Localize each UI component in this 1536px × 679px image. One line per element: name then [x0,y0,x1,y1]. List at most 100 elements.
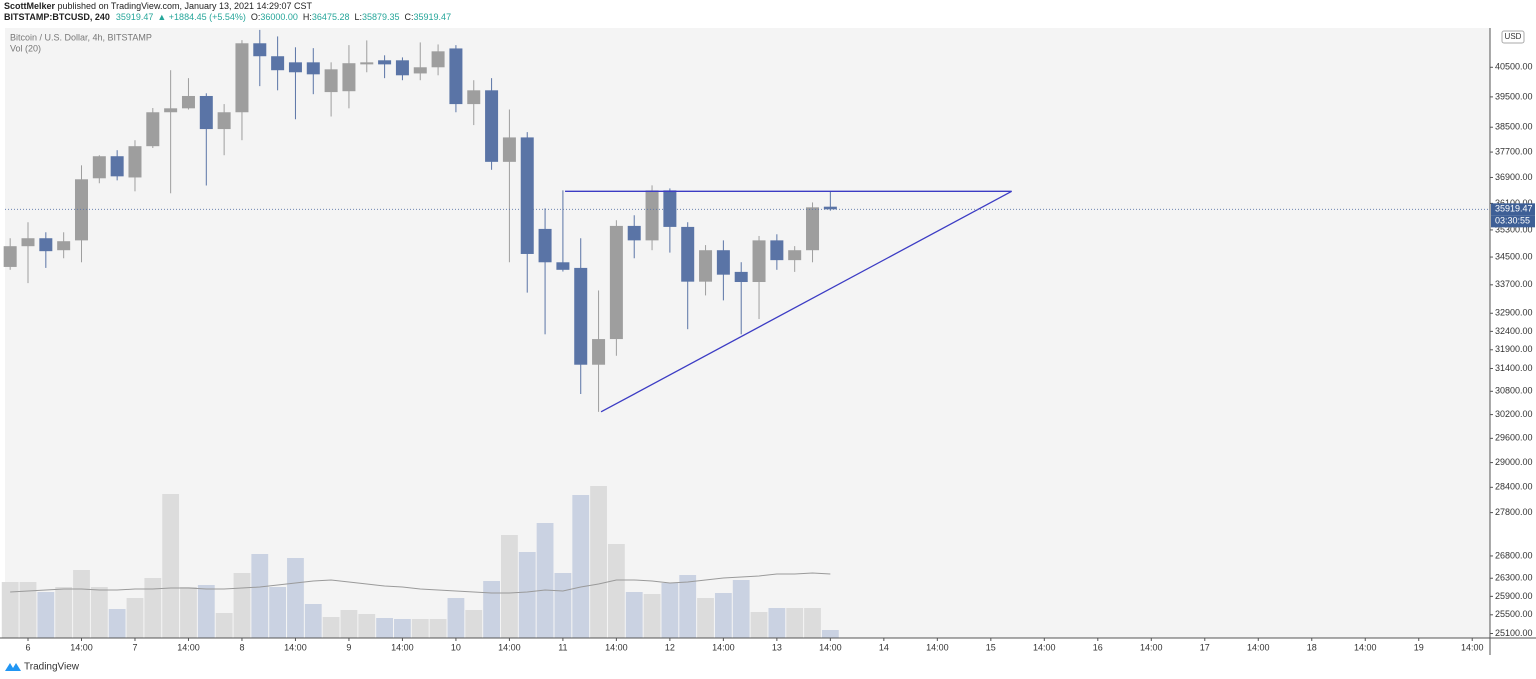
ohlc-label: C: [405,12,414,22]
x-tick-label: 14:00 [1033,642,1056,652]
volume-bar [679,575,697,638]
candle-body [413,67,427,74]
candle-body [574,267,588,365]
last-price: 35919.47 [116,12,154,22]
candle-body [699,250,713,282]
volume-bar [554,573,572,638]
y-tick-label: 32400.00 [1495,326,1533,336]
candle-body [556,262,570,270]
volume-bar [750,612,768,638]
volume-bar [287,558,304,638]
candle-body [467,90,481,105]
volume-bar [786,608,804,638]
x-tick-label: 8 [239,642,244,652]
candle-body [485,90,499,162]
volume-bar [447,598,465,638]
series-title: Bitcoin / U.S. Dollar, 4h, BITSTAMP [10,32,152,42]
candle-body [288,62,302,73]
countdown-label: 03:30:55 [1495,216,1530,226]
footer-text: TradingView [24,662,80,673]
candle-body [502,137,516,162]
y-tick-label: 26800.00 [1495,550,1533,560]
author: ScottMelker [4,1,56,11]
y-tick-label: 31900.00 [1495,344,1533,354]
x-tick-label: 18 [1307,642,1317,652]
x-tick-label: 14:00 [1461,642,1484,652]
x-tick-label: 14:00 [1247,642,1270,652]
x-tick-label: 14:00 [819,642,842,652]
y-tick-label: 36100.00 [1495,198,1533,208]
y-tick-label: 36900.00 [1495,172,1533,182]
trendline [600,190,1012,413]
volume-bar [518,552,536,638]
volume-bar [394,619,411,638]
candle-body [110,156,124,177]
volume-bar [197,585,215,638]
candle-body [39,238,53,252]
volume-bar [358,614,376,638]
y-tick-label: 26300.00 [1495,573,1533,583]
y-tick-label: 29600.00 [1495,433,1533,443]
volume-bar [429,619,447,638]
x-tick-label: 12 [665,642,675,652]
price-box [1491,203,1535,216]
candle-body [181,95,195,109]
candle-body [788,250,802,261]
x-tick-label: 14:00 [1140,642,1163,652]
volume-bar [768,608,786,638]
x-tick-label: 13 [772,642,782,652]
volume-bar [661,583,679,638]
candle-body [752,240,766,283]
ohlc-value: 35879.35 [362,12,400,22]
candle-body [449,48,463,105]
ohlc-label: O: [251,12,261,22]
candle-body [199,95,213,130]
volume-bar [126,598,144,638]
candle-body [271,56,285,71]
y-tick-label: 32900.00 [1495,308,1533,318]
candle-body [253,43,267,57]
volume-bar [37,592,55,638]
candle-body [217,112,231,130]
x-tick-label: 14:00 [177,642,200,652]
y-tick-label: 29000.00 [1495,457,1533,467]
candle-body [146,112,160,147]
currency-box [1501,30,1525,44]
y-tick-label: 30200.00 [1495,409,1533,419]
x-tick-label: 14:00 [712,642,735,652]
y-tick-label: 28400.00 [1495,482,1533,492]
x-tick-label: 14:00 [284,642,307,652]
header-quote: BITSTAMP:BTCUSD, 240 35919.47 ▲ +1884.45 (… [4,12,451,22]
candle-body [164,108,178,113]
x-tick-label: 14:00 [391,642,414,652]
x-tick-label: 6 [25,642,30,652]
x-tick-label: 10 [451,642,461,652]
candle-body [520,137,534,254]
volume-bar [607,544,625,638]
volume-bar [180,587,197,638]
candle-body [609,225,623,340]
x-tick-label: 14:00 [926,642,949,652]
y-tick-label: 35300.00 [1495,224,1533,234]
volume-bar [73,570,90,638]
volume-bar [19,582,37,638]
volume-bar [536,523,554,638]
symbol: BITSTAMP:BTCUSD, 240 [4,12,110,22]
volume-bar [233,573,251,638]
x-tick-label: 11 [558,642,567,652]
candle-body [306,62,320,75]
y-tick-label: 27800.00 [1495,507,1533,517]
candle-body [342,63,356,92]
candle-body [21,238,35,247]
volume-bar [732,580,750,638]
volume-bar [144,578,162,638]
y-tick-label: 25500.00 [1495,609,1533,619]
y-tick-label: 25100.00 [1495,628,1533,638]
candle-body [92,156,106,179]
volume-bar [572,495,590,638]
ohlc-value: 36475.28 [312,12,350,22]
volume-bar [162,494,180,638]
volume-bar [90,587,108,638]
ohlc-value: 36000.00 [260,12,298,22]
